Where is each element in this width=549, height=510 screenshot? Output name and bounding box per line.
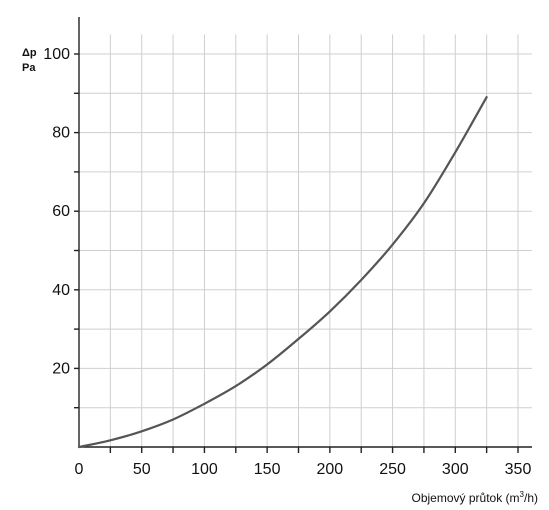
y-tick-label: 80 — [52, 125, 70, 142]
x-axis-label-suffix: /h) — [524, 491, 538, 505]
x-tick-label: 300 — [442, 461, 469, 478]
y-axis-label-line1: Δp — [22, 47, 37, 59]
x-axis-label: Objemový průtok (m3/h) — [412, 490, 539, 505]
series-line — [77, 96, 488, 449]
grid-lines — [79, 34, 532, 447]
tick-labels: 0 50 100 150 200 250 300 350 20 40 60 80 100 — [43, 46, 531, 478]
series-group — [77, 96, 488, 449]
x-tick-label: 350 — [505, 461, 532, 478]
x-axis-label-superscript: 3 — [520, 490, 525, 499]
y-tick-label: 60 — [52, 203, 70, 220]
x-axis-label-prefix: Objemový průtok (m — [412, 491, 520, 505]
x-tick-label: 150 — [254, 461, 281, 478]
y-tick-label: 20 — [52, 360, 70, 377]
x-tick-label: 100 — [191, 461, 218, 478]
y-tick-label: 100 — [43, 46, 70, 63]
x-tick-label: 200 — [317, 461, 344, 478]
tick-marks — [74, 53, 519, 453]
y-tick-label: 40 — [52, 282, 70, 299]
y-axis-label-line2: Pa — [22, 62, 36, 74]
x-tick-label: 250 — [379, 461, 406, 478]
axes — [78, 17, 532, 448]
x-tick-label: 0 — [75, 461, 84, 478]
x-tick-label: 50 — [133, 461, 151, 478]
